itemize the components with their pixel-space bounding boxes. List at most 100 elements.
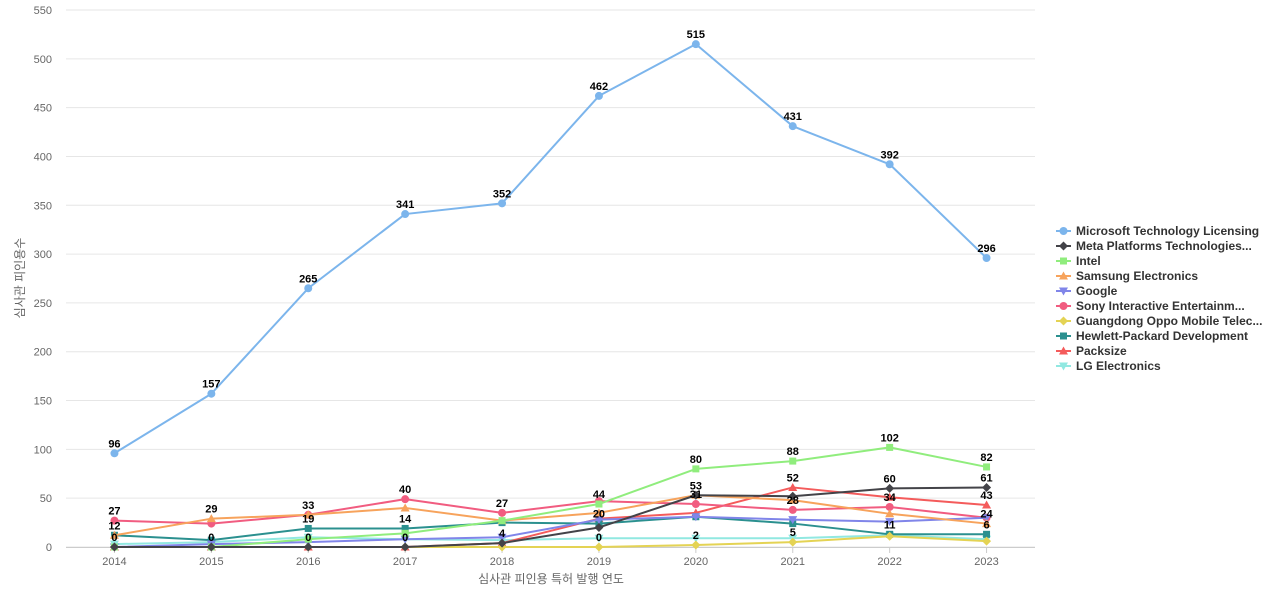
data-point [691, 40, 700, 49]
data-label: 515 [687, 29, 705, 41]
data-label: 19 [302, 513, 314, 525]
data-label: 462 [590, 81, 608, 93]
data-point [691, 490, 701, 500]
data-label: 2 [693, 530, 699, 542]
y-tick-label: 300 [34, 249, 52, 261]
x-axis-title: 심사관 피인용 특허 발행 연도 [478, 571, 624, 586]
data-point [885, 531, 895, 541]
data-point [206, 514, 216, 523]
legend-item[interactable]: Google [1056, 284, 1118, 298]
data-point [982, 536, 992, 546]
legend-item[interactable]: Meta Platforms Technologies... [1056, 239, 1252, 253]
data-label: 296 [977, 243, 995, 255]
grid-layer [66, 9, 1035, 548]
data-point [400, 535, 410, 544]
y-tick-label: 400 [34, 151, 52, 163]
data-point [982, 519, 992, 528]
data-point [303, 542, 313, 552]
y-tick-label: 100 [34, 444, 52, 456]
data-label: 14 [399, 513, 412, 525]
data-label: 341 [396, 199, 414, 211]
legend-marker [1059, 271, 1068, 280]
data-label: 12 [108, 520, 120, 532]
data-point [788, 122, 797, 131]
data-point [594, 534, 604, 543]
series-1 [109, 482, 992, 552]
legend-marker [1060, 332, 1067, 340]
series-line [113, 486, 988, 548]
legend-item[interactable]: Hewlett-Packard Development [1056, 329, 1248, 343]
data-label: 431 [784, 111, 802, 123]
legend-label: Guangdong Oppo Mobile Telec... [1076, 314, 1262, 328]
data-point [400, 503, 410, 512]
data-point [982, 253, 991, 262]
data-point [885, 483, 895, 493]
data-label: 0 [111, 532, 117, 544]
data-point [498, 199, 507, 208]
data-label: 43 [980, 490, 992, 502]
data-label: 352 [493, 188, 511, 200]
data-label: 80 [690, 454, 702, 466]
legend-item[interactable]: Microsoft Technology Licensing [1056, 224, 1259, 238]
legend-item[interactable]: Guangdong Oppo Mobile Telec... [1056, 314, 1262, 328]
data-label: 0 [596, 532, 602, 544]
data-point [109, 530, 119, 539]
y-tick-label: 50 [40, 493, 52, 505]
legend-item[interactable]: Samsung Electronics [1056, 269, 1198, 283]
x-tick-label: 2023 [974, 556, 998, 568]
data-point [885, 502, 894, 511]
data-point [498, 508, 507, 517]
legend-label: Hewlett-Packard Development [1076, 329, 1248, 343]
x-tick-label: 2017 [393, 556, 417, 568]
legend-item[interactable]: Packsize [1056, 344, 1127, 358]
series-line [113, 446, 988, 548]
data-point [691, 540, 701, 550]
data-label: 5 [790, 527, 796, 539]
data-point [983, 530, 991, 538]
data-point [207, 536, 215, 544]
data-point [304, 284, 313, 293]
data-label: 53 [690, 480, 702, 492]
data-point [401, 210, 410, 219]
data-point [982, 482, 992, 492]
data-label: 40 [399, 484, 411, 496]
data-label: 0 [305, 532, 311, 544]
y-axis-title: 심사관 피인용수 [13, 238, 27, 319]
x-tick-label: 2018 [490, 556, 514, 568]
data-point [110, 449, 119, 458]
data-point [400, 542, 410, 552]
data-point [401, 495, 410, 504]
legend-label: Meta Platforms Technologies... [1076, 239, 1252, 253]
data-point [497, 538, 507, 548]
x-tick-label: 2019 [587, 556, 611, 568]
data-label: 11 [884, 519, 896, 531]
data-label: 27 [496, 498, 508, 510]
x-tick-label: 2022 [877, 556, 901, 568]
legend-marker [1059, 227, 1068, 235]
data-point [788, 491, 798, 501]
series-line [113, 535, 988, 548]
y-tick-label: 200 [34, 347, 52, 359]
data-point [982, 500, 992, 509]
legend-label: Microsoft Technology Licensing [1076, 224, 1259, 238]
series-4 [109, 513, 992, 552]
y-tick-label: 500 [34, 54, 52, 66]
x-tick-label: 2014 [102, 556, 126, 568]
legend-item[interactable]: Sony Interactive Entertainm... [1056, 299, 1245, 313]
legend-item[interactable]: Intel [1056, 254, 1101, 268]
data-point [110, 516, 119, 525]
x-tick-label: 2020 [684, 556, 708, 568]
legend-label: LG Electronics [1076, 359, 1161, 373]
data-point [303, 510, 313, 519]
series-line [113, 494, 988, 537]
data-label: 96 [108, 438, 120, 450]
data-point [788, 537, 798, 547]
data-label: 157 [202, 379, 220, 391]
data-point [983, 463, 991, 471]
series-layer [109, 40, 992, 552]
legend-label: Google [1076, 284, 1118, 298]
legend-marker [1059, 362, 1068, 371]
legend-marker [1059, 316, 1068, 326]
legend-item[interactable]: LG Electronics [1056, 359, 1161, 373]
